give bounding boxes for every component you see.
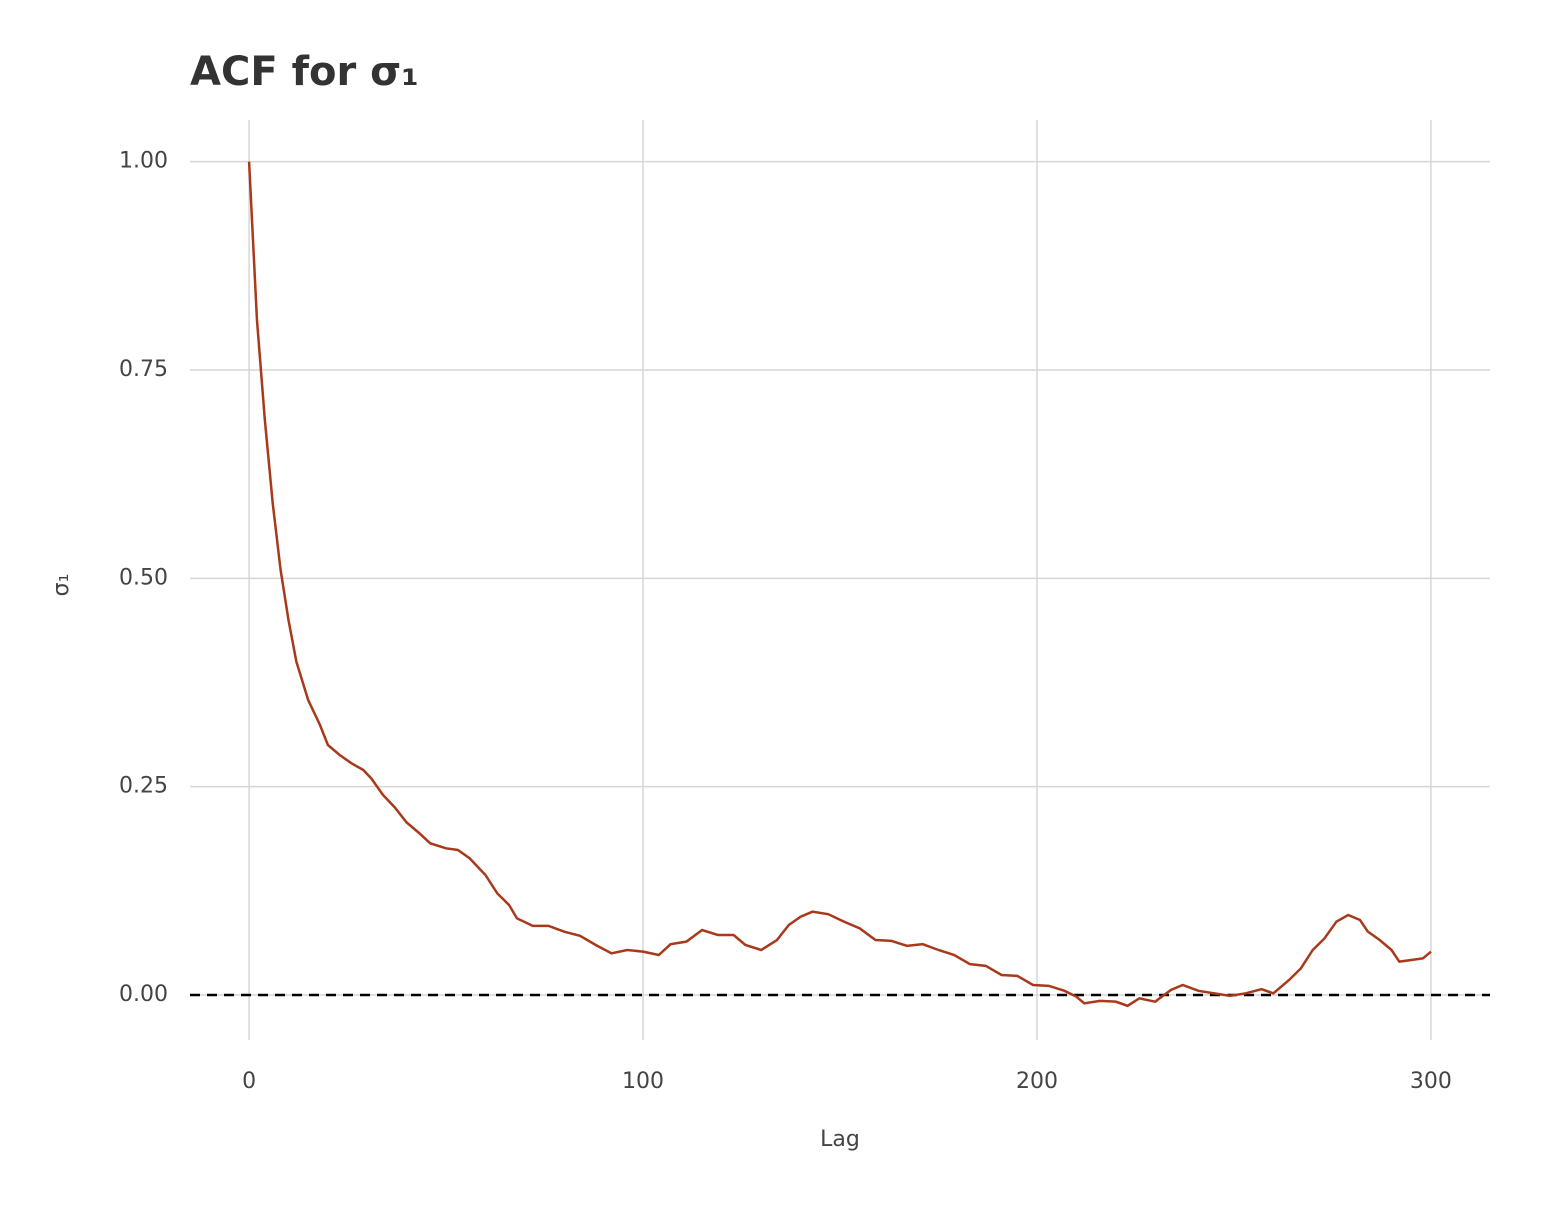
x-tick-label: 300	[1410, 1069, 1452, 1094]
x-tick-label: 100	[622, 1069, 664, 1094]
y-tick-label: 0.50	[119, 565, 168, 590]
y-tick-label: 1.00	[119, 149, 168, 174]
acf-line	[247, 161, 1432, 1008]
x-tick-label: 0	[242, 1069, 256, 1094]
y-tick-label: 0.75	[119, 357, 168, 382]
y-axis-label: σ₁	[49, 574, 74, 597]
y-tick-label: 0.25	[119, 774, 168, 799]
x-axis-label: Lag	[820, 1127, 860, 1152]
y-tick-label: 0.00	[119, 982, 168, 1007]
x-tick-label: 200	[1016, 1069, 1058, 1094]
chart-title: ACF for σ₁	[190, 49, 419, 95]
